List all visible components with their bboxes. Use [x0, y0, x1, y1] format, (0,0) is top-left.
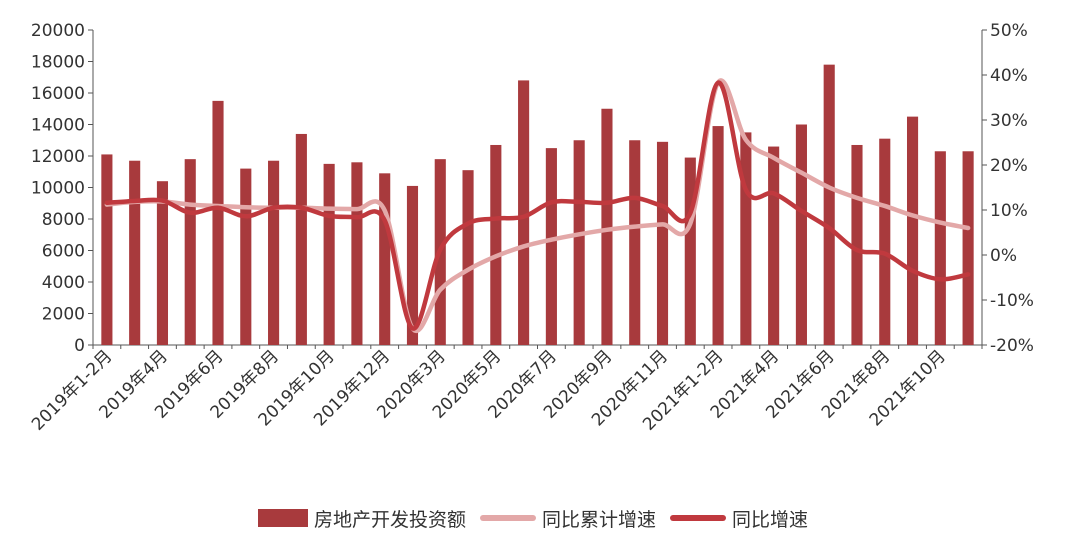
bar [462, 170, 474, 345]
legend-item-yoy: 同比增速 [670, 505, 808, 532]
bar [906, 116, 919, 345]
chart-svg: 0 2000 4000 6000 8000 10000 12000 14000 16000 180… [28, 21, 1034, 435]
y-right-tick-label: 10% [990, 201, 1028, 221]
y-left-tick-label: 20000 [31, 21, 85, 41]
legend-label-cumulative: 同比累计增速 [541, 508, 656, 531]
bar [323, 163, 335, 345]
y-left-tick-label: 12000 [31, 147, 85, 167]
y-left-tick-label: 10000 [31, 179, 85, 199]
bar [268, 160, 280, 345]
bars-group [101, 64, 974, 346]
y-right-tick-label: 30% [990, 111, 1028, 131]
bar [879, 138, 891, 345]
legend-swatch-yoy [670, 515, 726, 521]
bar [823, 64, 835, 346]
y-right-tick-label: 50% [990, 21, 1028, 41]
bar [490, 144, 502, 345]
chart-legend: 房地产开发投资额 同比累计增速 同比增速 [0, 500, 1066, 536]
y-left-tick-label: 16000 [31, 84, 85, 104]
y-right-tick-label: 40% [990, 66, 1028, 86]
bar [156, 181, 169, 345]
y-left-tick-label: 4000 [42, 273, 85, 293]
bar [629, 140, 641, 345]
legend-label-yoy: 同比增速 [732, 508, 809, 531]
bar [295, 133, 307, 345]
bar [851, 144, 863, 345]
lines-group [104, 78, 971, 334]
legend-label-bar: 房地产开发投资额 [313, 508, 466, 531]
bar [573, 140, 585, 345]
bar [740, 132, 752, 345]
bar [795, 124, 807, 345]
bar [768, 146, 780, 345]
bar [379, 173, 391, 345]
bar [545, 148, 557, 345]
bar [406, 185, 419, 345]
legend-item-cumulative: 同比累计增速 [479, 505, 656, 532]
x-tick-label: 2019年1-2月 [28, 346, 116, 434]
line-yoy-growth [104, 80, 971, 331]
legend-swatch-bar [257, 509, 308, 527]
y-left-tick-label: 6000 [42, 242, 85, 262]
bar [601, 108, 613, 345]
bar [351, 162, 363, 345]
bar [684, 157, 696, 345]
bar [240, 168, 252, 345]
legend-swatch-cumulative [479, 515, 536, 521]
y-right-tick-label: -10% [990, 291, 1034, 311]
legend-item-bar: 房地产开发投资额 [257, 505, 466, 532]
bar [129, 160, 141, 345]
y-left-tick-label: 2000 [42, 305, 85, 325]
y-right-tick-label: -20% [990, 336, 1034, 356]
y-right-tick-label: 0% [990, 246, 1017, 266]
bar [934, 151, 946, 345]
y-left-tick-label: 14000 [31, 116, 85, 136]
y-left-tick-label: 0 [74, 336, 85, 356]
line-cumulative-growth [104, 78, 971, 334]
bar [518, 80, 530, 346]
bar [962, 151, 974, 345]
y-left-tick-label: 8000 [42, 210, 85, 230]
bar [184, 159, 196, 345]
bar [712, 126, 724, 345]
y-left-tick-label: 18000 [31, 53, 85, 73]
bar [212, 100, 224, 345]
bar [656, 141, 669, 345]
bar [101, 154, 113, 345]
y-right-tick-label: 20% [990, 156, 1028, 176]
